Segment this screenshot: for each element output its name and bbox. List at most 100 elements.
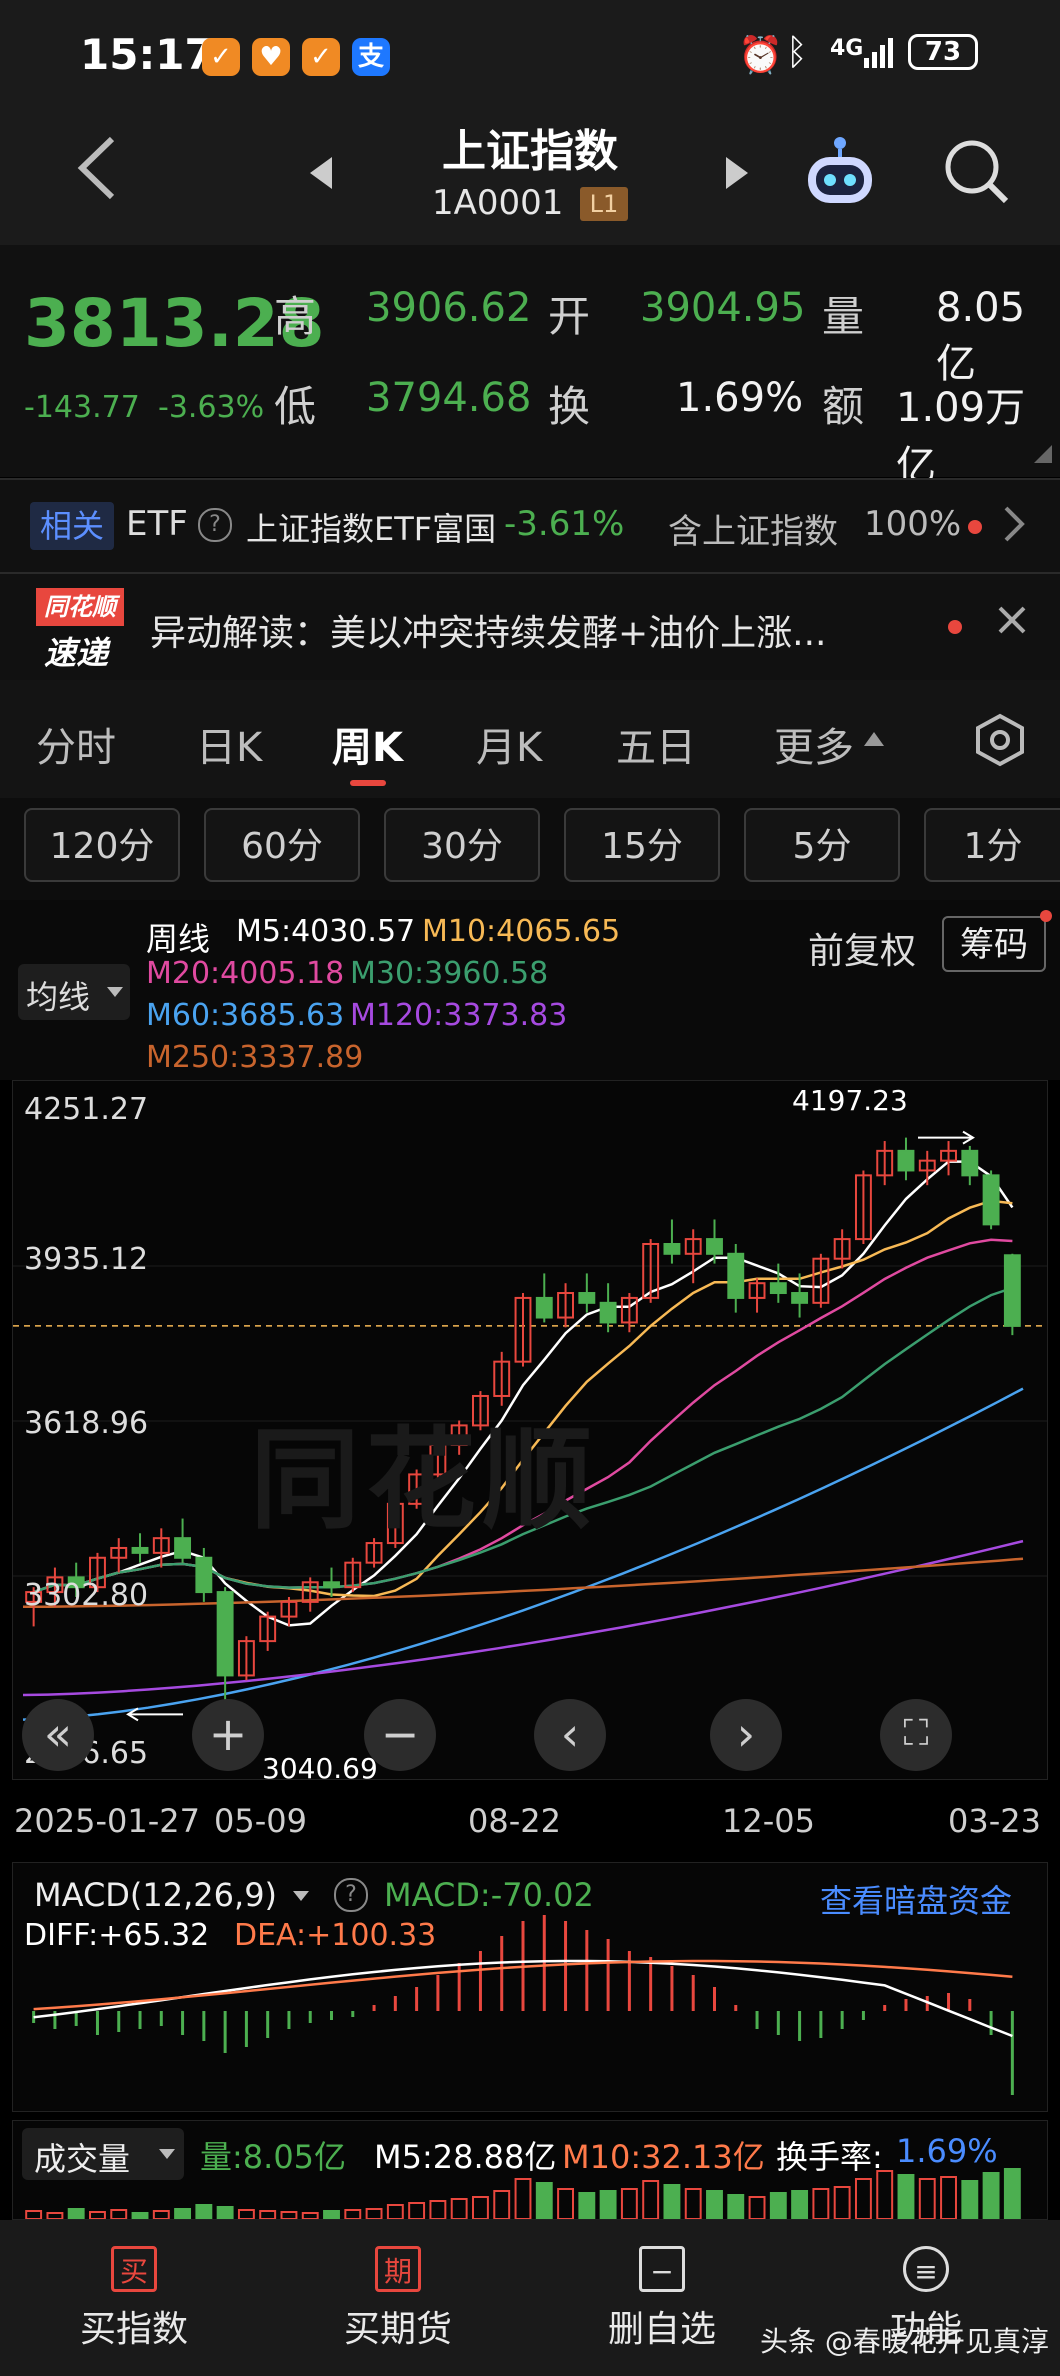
volume-bar-12 <box>280 2211 298 2219</box>
functions-icon: ≡ <box>903 2246 949 2292</box>
next-stock-icon[interactable] <box>722 153 752 197</box>
level-badge: L1 <box>580 187 628 221</box>
functions-button[interactable]: ≡ 功能 <box>846 2246 1006 2352</box>
close-icon[interactable] <box>996 604 1028 640</box>
y-tick-4: 3302.80 <box>24 1578 149 1613</box>
app-notification-icon-2: ✓ <box>302 38 340 76</box>
volume-panel[interactable] <box>12 2120 1048 2220</box>
news-text[interactable]: 异动解读：美以冲突持续发酵+油价上涨... <box>150 613 827 654</box>
scroll-right-icon[interactable]: › <box>710 1699 782 1771</box>
robot-assistant-icon[interactable] <box>800 131 880 215</box>
open-value: 3904.95 <box>640 285 806 331</box>
timeframe-30m[interactable]: 30分 <box>384 808 540 882</box>
volume-bar-38 <box>833 2186 851 2219</box>
news-logo-bottom: 速递 <box>44 634 109 672</box>
ma-m20: M20:4005.18 <box>146 956 345 991</box>
more-dropdown-icon[interactable] <box>862 728 886 752</box>
back-icon[interactable] <box>72 133 122 207</box>
volume-selector[interactable]: 成交量 <box>22 2128 184 2180</box>
macd-dropdown-icon[interactable] <box>292 1890 310 1902</box>
etf-row[interactable]: 相关 ETF ? 上证指数ETF富国 -3.61% 含上证指数 100% <box>0 480 1060 572</box>
remove-watchlist-label: 删自选 <box>607 2309 716 2350</box>
rewind-icon[interactable]: « <box>22 1699 94 1771</box>
news-row[interactable]: 同花顺 速递 异动解读：美以冲突持续发酵+油价上涨... <box>0 574 1060 680</box>
candle-body-34 <box>748 1282 766 1299</box>
fullscreen-icon[interactable]: ⛶ <box>880 1699 952 1771</box>
zoom-out-icon[interactable]: − <box>364 1699 436 1771</box>
candle-body-27 <box>599 1301 617 1324</box>
chevron-right-icon[interactable] <box>1002 504 1026 548</box>
volume-bar-1 <box>46 2212 64 2219</box>
volume-bar-31 <box>684 2188 702 2219</box>
network-label: 4G <box>830 36 864 61</box>
expand-corner-icon[interactable] <box>1034 445 1052 467</box>
volume-bar-25 <box>557 2188 575 2219</box>
etf-holding-pct: 100% <box>864 504 962 544</box>
help-icon[interactable]: ? <box>198 508 232 542</box>
volume-bar-43 <box>940 2176 957 2219</box>
buy-futures-button[interactable]: 期 买期货 <box>318 2246 478 2352</box>
y-tick-3: 3618.96 <box>24 1406 149 1441</box>
chips-button[interactable]: 筹码 <box>942 916 1046 972</box>
volume-bar-10 <box>237 2209 255 2219</box>
volume-bar-24 <box>535 2182 553 2219</box>
remove-watchlist-button[interactable]: − 删自选 <box>582 2246 742 2352</box>
macd-help-icon[interactable]: ? <box>334 1878 368 1912</box>
period-tabs <box>0 680 1060 798</box>
timeframe-60m[interactable]: 60分 <box>204 808 360 882</box>
dark-pool-link[interactable]: 查看暗盘资金 <box>820 1882 1013 1920</box>
search-icon[interactable] <box>942 137 1012 211</box>
candle-body-37 <box>812 1257 830 1304</box>
kline-chart[interactable] <box>12 1080 1048 1780</box>
scroll-left-icon[interactable]: ‹ <box>534 1699 606 1771</box>
status-bar: 15:17 ✓ ♥ ✓ 支 ⏰ ᛒ 4G 73 <box>0 0 1060 115</box>
candle-body-35 <box>769 1282 787 1295</box>
related-tag: 相关 <box>30 502 114 550</box>
turnover-value: 1.69% <box>676 375 804 421</box>
timeframe-15m[interactable]: 15分 <box>564 808 720 882</box>
candle-body-32 <box>706 1238 723 1255</box>
signal-icon <box>862 34 898 74</box>
candle-body-29 <box>642 1242 660 1299</box>
timeframe-5m[interactable]: 5分 <box>744 808 900 882</box>
candle-body-12 <box>280 1600 298 1618</box>
candle-body-3 <box>89 1556 106 1589</box>
candle-body-45 <box>982 1174 1000 1226</box>
candle-body-19 <box>429 1444 447 1476</box>
tab-intraday[interactable]: 分时 <box>36 725 116 771</box>
ma120-line <box>22 1539 1024 1697</box>
candle-body-41 <box>897 1149 915 1172</box>
tab-five-day[interactable]: 五日 <box>616 725 696 771</box>
volume-bar-32 <box>706 2190 723 2219</box>
volume-dropdown-icon <box>159 2149 175 2159</box>
ma60-line <box>22 1387 1024 1721</box>
ma-selector-label: 均线 <box>26 978 91 1016</box>
etf-name[interactable]: 上证指数ETF富国 <box>246 510 497 548</box>
volume-bar-19 <box>429 2200 447 2219</box>
candle-body-46 <box>1003 1254 1021 1327</box>
macd-panel[interactable] <box>12 1862 1048 2112</box>
candle-body-9 <box>216 1591 234 1677</box>
buy-index-button[interactable]: 买 买指数 <box>54 2246 214 2352</box>
tab-more[interactable]: 更多 <box>774 725 854 771</box>
timeframe-120m[interactable]: 120分 <box>24 808 180 882</box>
y-tick-2: 3935.12 <box>24 1242 149 1277</box>
macd-selector[interactable]: MACD(12,26,9) <box>34 1876 278 1914</box>
zoom-in-icon[interactable]: + <box>192 1699 264 1771</box>
candle-body-31 <box>684 1238 702 1255</box>
candle-body-44 <box>961 1149 979 1177</box>
timeframe-1m[interactable]: 1分 <box>924 808 1060 882</box>
heart-app-icon: ♥ <box>252 38 290 76</box>
tab-weekly-k[interactable]: 周K <box>332 725 403 771</box>
candle-body-2 <box>67 1576 85 1589</box>
ma-selector[interactable]: 均线 <box>18 964 130 1020</box>
buy-futures-icon: 期 <box>375 2246 421 2292</box>
volume-bar-45 <box>982 2172 1000 2219</box>
prev-stock-icon[interactable] <box>306 153 336 197</box>
settings-hex-icon[interactable] <box>972 712 1028 772</box>
candle-body-8 <box>195 1556 213 1594</box>
tab-daily-k[interactable]: 日K <box>196 725 263 771</box>
unread-dot-icon <box>968 520 982 534</box>
tab-monthly-k[interactable]: 月K <box>476 725 543 771</box>
price-adjust-label[interactable]: 前复权 <box>808 931 917 972</box>
